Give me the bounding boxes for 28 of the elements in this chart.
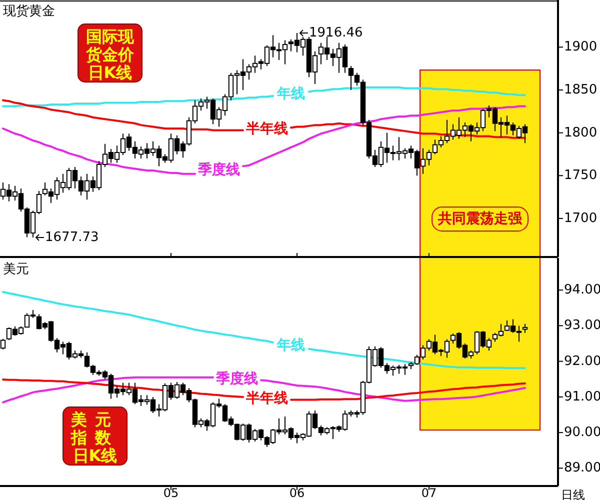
- x-tick-label: 07: [421, 486, 437, 500]
- chart-title: 美元: [3, 261, 29, 277]
- chart-title: 现货黄金: [3, 4, 55, 19]
- series-label: 季度线: [197, 161, 240, 178]
- y-tick-label: 91.00: [564, 389, 600, 404]
- y-tick-label: 90.00: [564, 425, 600, 440]
- x-tick-label: 05: [163, 486, 179, 500]
- y-tick-label: 92.00: [564, 354, 600, 369]
- series-label: 半年线: [245, 120, 288, 137]
- annotation: 美元指数日K线: [70, 410, 119, 465]
- annotation: 共同震荡走强: [437, 211, 523, 227]
- y-tick-label: 94.00: [564, 282, 600, 298]
- series-label: 年线: [276, 86, 305, 102]
- y-tick-label: 1700: [564, 210, 598, 226]
- series-label: 年线: [276, 338, 305, 354]
- annotation: 1677.73: [45, 230, 99, 246]
- series-label: 季度线: [215, 370, 258, 387]
- y-tick-label: 1750: [564, 168, 598, 184]
- annotation: 1916.46: [309, 26, 363, 41]
- series-label: 半年线: [245, 390, 288, 406]
- annotation: 国际现货金价日K线: [85, 27, 135, 82]
- candlestick: [0, 338, 6, 350]
- y-tick-label: 1850: [564, 82, 598, 98]
- y-tick-label: 89.00: [564, 460, 600, 476]
- y-tick-label: 1900: [564, 40, 598, 55]
- y-tick-label: 1800: [564, 125, 598, 140]
- y-tick-label: 93.00: [564, 318, 600, 334]
- x-tick-label: 06: [289, 486, 305, 500]
